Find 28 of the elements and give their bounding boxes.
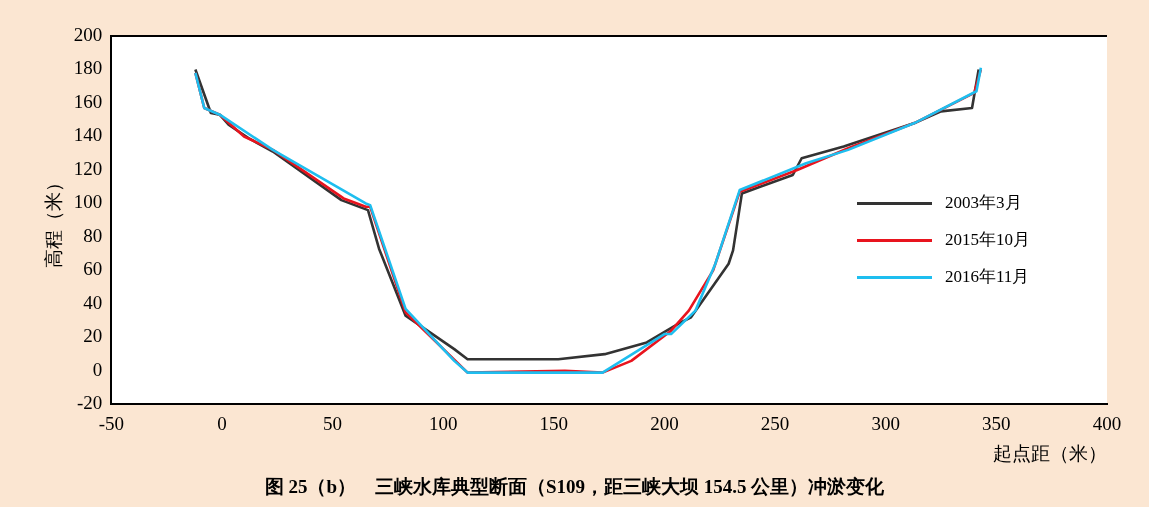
x-axis-title: 起点距（米） <box>993 442 1107 464</box>
y-tick-label: -20 <box>76 392 103 414</box>
x-tick-label: 200 <box>650 412 679 434</box>
y-tick-label: 120 <box>73 157 103 179</box>
x-tick-label: 400 <box>1092 412 1122 434</box>
x-tick-label: 150 <box>539 412 569 434</box>
y-axis-title: 高程（米） <box>43 172 65 268</box>
y-tick-label: 60 <box>83 258 103 280</box>
y-tick-label: 80 <box>83 224 103 246</box>
x-tick-label: 250 <box>760 412 790 434</box>
y-tick-label: 160 <box>73 90 103 112</box>
x-tick-label: 350 <box>982 412 1011 434</box>
y-tick-label: 180 <box>73 57 103 79</box>
legend-label: 2016年11月 <box>945 267 1030 287</box>
y-tick-label: 20 <box>83 325 103 347</box>
y-tick-label: 0 <box>92 358 103 380</box>
x-tick-label: 50 <box>323 412 343 434</box>
y-tick-label: 40 <box>83 291 103 313</box>
x-tick-label: 300 <box>871 412 900 434</box>
x-tick-label: 0 <box>217 412 227 434</box>
legend-label: 2015年10月 <box>945 230 1030 250</box>
y-tick-label: 200 <box>73 23 103 45</box>
x-tick-label: 100 <box>428 412 458 434</box>
legend-label: 2003年3月 <box>945 193 1022 213</box>
y-tick-label: 100 <box>73 191 103 213</box>
text: 图 25（b） 三峡水库典型断面（S109，距三峡大坝 154.5 公里）冲淤变化 <box>263 475 886 499</box>
y-tick-label: 140 <box>73 124 103 146</box>
x-tick-label: -50 <box>98 412 124 434</box>
